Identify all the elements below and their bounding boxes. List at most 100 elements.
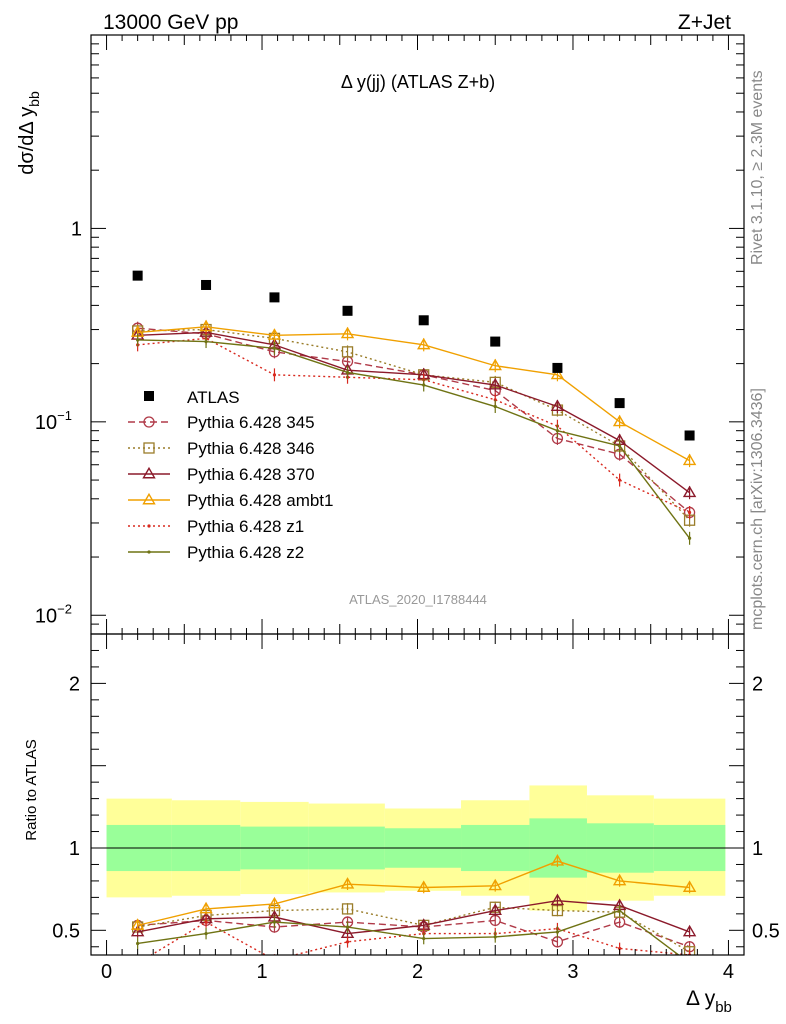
ratio-marker bbox=[618, 908, 622, 913]
header-left: 13000 GeV pp bbox=[103, 11, 238, 34]
legend-marker-0 bbox=[143, 416, 155, 428]
x-tick-label: 3 bbox=[567, 961, 578, 983]
ratio-tick-label-right: 2 bbox=[752, 673, 763, 695]
legend-marker-3 bbox=[142, 492, 156, 505]
data-point bbox=[269, 292, 280, 303]
legend-label-3: Pythia 6.428 ambt1 bbox=[187, 491, 333, 510]
y-axis-label: dσ/dΔ ybb bbox=[16, 91, 42, 175]
watermark: ATLAS_2020_I1788444 bbox=[349, 592, 487, 607]
ratio-marker bbox=[267, 896, 282, 909]
ratio-y-axis-label: Ratio to ATLAS bbox=[23, 739, 40, 840]
ratio-y-ticks bbox=[91, 633, 744, 948]
ratio-tick-label-right: 1 bbox=[752, 838, 763, 860]
ratio-tick-label-right: 0.5 bbox=[752, 920, 780, 942]
ratio-marker bbox=[688, 962, 691, 965]
data-point bbox=[614, 398, 625, 409]
ratio-series-line-1 bbox=[137, 906, 690, 953]
ratio-series-5 bbox=[136, 904, 691, 965]
main-marker bbox=[267, 328, 282, 340]
data-points bbox=[132, 270, 695, 441]
legend-marker-1 bbox=[143, 442, 155, 454]
main-marker bbox=[550, 399, 565, 411]
y-tick-label: 1 bbox=[71, 218, 82, 240]
ratio-marker bbox=[204, 920, 208, 924]
x-tick-label: 0 bbox=[101, 961, 112, 983]
ratio-series-1 bbox=[131, 901, 696, 955]
main-marker bbox=[493, 404, 497, 409]
ratio-marker bbox=[683, 946, 696, 955]
ratio-marker bbox=[488, 878, 502, 891]
main-marker bbox=[345, 370, 350, 375]
ratio-marker bbox=[422, 936, 426, 941]
x-tick-label: 1 bbox=[256, 961, 267, 983]
ratio-marker bbox=[130, 918, 145, 930]
ratio-marker bbox=[345, 925, 350, 929]
ratio-marker bbox=[488, 903, 502, 916]
legend-marker-2 bbox=[142, 466, 156, 479]
side-label-top: Rivet 3.1.10, ≥ 2.3M events bbox=[749, 70, 766, 265]
ratio-tick-label-left: 0.5 bbox=[52, 920, 80, 942]
main-marker bbox=[493, 398, 497, 402]
ratio-series-line-0 bbox=[137, 919, 690, 948]
ratio-marker bbox=[417, 880, 431, 892]
ratio-frame bbox=[90, 633, 745, 956]
ratio-marker bbox=[555, 930, 560, 934]
main-marker bbox=[136, 338, 140, 342]
side-label-bottom: mcplots.cern.ch [arXiv:1306.3436] bbox=[749, 388, 766, 630]
legend-label-1: Pythia 6.428 346 bbox=[187, 439, 315, 458]
legend-label-4: Pythia 6.428 z1 bbox=[187, 517, 304, 536]
main-marker bbox=[612, 414, 627, 427]
main-marker bbox=[550, 367, 565, 380]
ratio-marker bbox=[272, 920, 277, 924]
ratio-marker bbox=[340, 877, 355, 889]
legend-label-0: Pythia 6.428 345 bbox=[187, 413, 315, 432]
svg-text:Ratio to ATLAS: Ratio to ATLAS bbox=[23, 739, 40, 840]
main-marker bbox=[341, 346, 354, 358]
main-marker bbox=[618, 444, 622, 448]
svg-text:dσ/dΔ ybb: dσ/dΔ ybb bbox=[16, 91, 42, 175]
legend-label-2: Pythia 6.428 370 bbox=[187, 465, 315, 484]
x-tick-label: 4 bbox=[723, 961, 734, 983]
main-marker bbox=[682, 485, 697, 498]
main-marker bbox=[687, 510, 692, 515]
data-point bbox=[552, 362, 563, 373]
main-series-3 bbox=[130, 319, 697, 468]
ratio-marker bbox=[493, 935, 497, 939]
main-marker bbox=[618, 478, 622, 482]
ratio-marker bbox=[136, 941, 140, 946]
data-point bbox=[418, 315, 429, 326]
ratio-marker bbox=[682, 924, 697, 937]
legend-label-atlas: ATLAS bbox=[187, 388, 240, 407]
ratio-panel: 0 1 2 3 4 0.5 0.5 1 1 2 2 bbox=[52, 35, 780, 983]
data-point bbox=[201, 279, 212, 290]
svg-text:Δ ybb: Δ ybb bbox=[686, 987, 732, 1016]
data-point bbox=[684, 430, 695, 441]
ratio-series-2 bbox=[130, 893, 697, 940]
ratio-marker bbox=[618, 946, 622, 951]
ratio-series-0 bbox=[131, 914, 696, 953]
x-ticks bbox=[90, 35, 729, 955]
legend-marker-5 bbox=[147, 550, 151, 554]
legend: ATLAS Pythia 6.428 345 Pythia 6.428 346 Pyt… bbox=[128, 388, 333, 562]
ratio-series-line-4 bbox=[149, 921, 690, 955]
x-axis-label: Δ ybb bbox=[686, 987, 732, 1016]
main-marker bbox=[555, 429, 560, 433]
y-tick-label: 10−2 bbox=[35, 601, 72, 627]
main-marker bbox=[687, 536, 692, 540]
main-y-ticks bbox=[91, 34, 744, 635]
main-series-5 bbox=[136, 333, 692, 545]
ratio-series-3 bbox=[130, 854, 697, 932]
main-marker bbox=[199, 319, 213, 332]
header-right: Z+Jet bbox=[678, 11, 731, 34]
main-marker bbox=[417, 337, 431, 350]
ratio-tick-label-left: 2 bbox=[69, 673, 80, 695]
ratio-marker bbox=[199, 901, 213, 914]
main-marker bbox=[488, 358, 502, 371]
main-marker bbox=[340, 326, 355, 339]
ratio-marker bbox=[136, 962, 139, 965]
ratio-marker bbox=[550, 893, 565, 906]
ratio-marker bbox=[682, 880, 697, 892]
main-marker bbox=[422, 383, 426, 387]
ratio-marker bbox=[204, 932, 208, 936]
